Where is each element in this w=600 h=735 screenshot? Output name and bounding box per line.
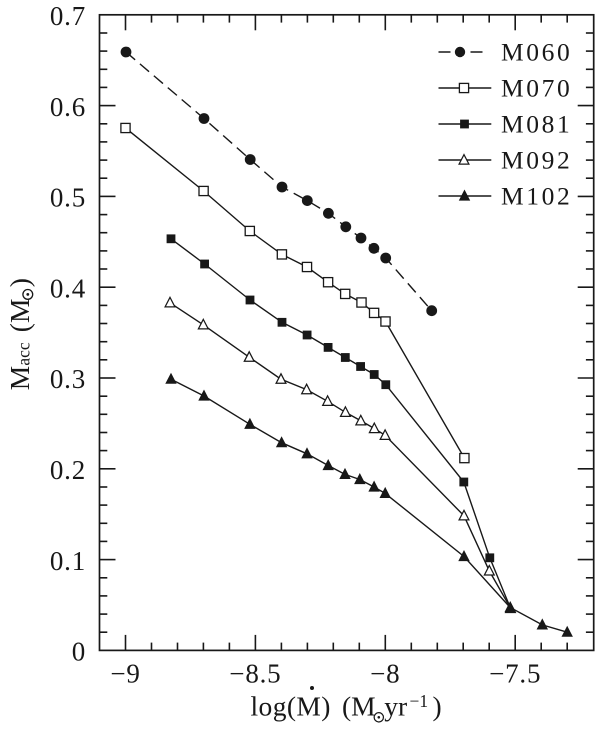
svg-text:−1: −1 — [410, 691, 429, 711]
svg-text:0: 0 — [72, 637, 86, 667]
svg-text:0.7: 0.7 — [50, 1, 86, 31]
svg-text:0.4: 0.4 — [50, 273, 86, 303]
svg-text:0.1: 0.1 — [50, 546, 86, 576]
svg-text:−7.5: −7.5 — [489, 659, 541, 689]
svg-text:(M: (M — [342, 690, 376, 721]
svg-text:): ) — [4, 278, 35, 287]
svg-text:M081: M081 — [501, 109, 572, 138]
svg-text:0.5: 0.5 — [50, 183, 86, 213]
svg-text:log(M): log(M) — [251, 690, 331, 721]
svg-text:): ) — [433, 690, 442, 721]
svg-text:0.3: 0.3 — [50, 364, 86, 394]
svg-text:−8.5: −8.5 — [229, 659, 281, 689]
svg-text:0.6: 0.6 — [50, 92, 86, 122]
svg-text:M060: M060 — [501, 37, 572, 66]
svg-text:0.2: 0.2 — [50, 455, 86, 485]
svg-text:M070: M070 — [501, 73, 572, 102]
svg-text:M092: M092 — [501, 145, 572, 174]
svg-text:−9: −9 — [110, 659, 140, 689]
svg-text:acc: acc — [14, 342, 34, 366]
svg-text:(M: (M — [4, 299, 35, 333]
svg-text:yr: yr — [384, 690, 407, 721]
svg-text:−8: −8 — [370, 659, 400, 689]
svg-text:M102: M102 — [501, 181, 572, 210]
svg-text:M: M — [4, 366, 35, 390]
